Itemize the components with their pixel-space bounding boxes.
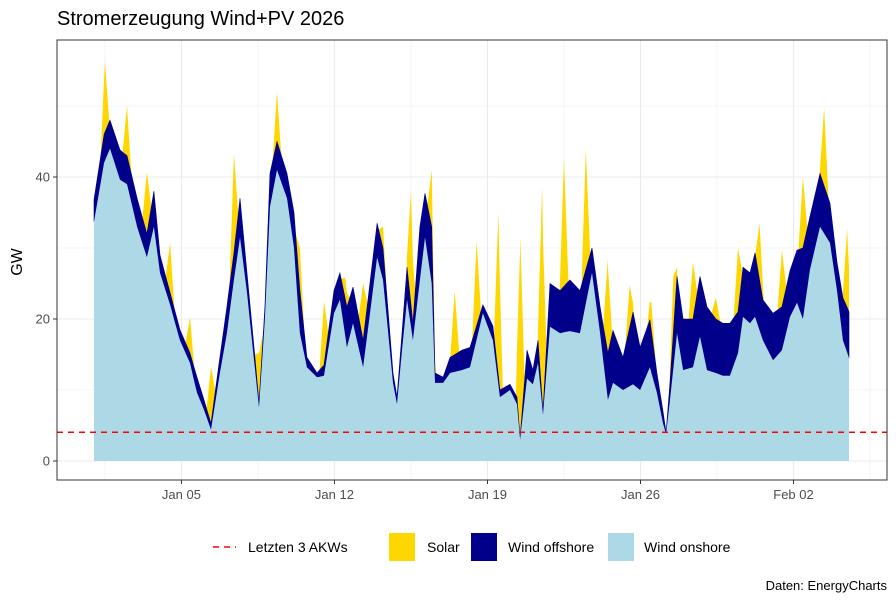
x-tick-label: Jan 19	[468, 487, 507, 502]
y-tick-label: 40	[36, 170, 50, 185]
y-axis-label: GW	[9, 247, 26, 275]
y-tick-label: 0	[43, 454, 50, 469]
legend: Letzten 3 AKWs Solar Wind offshore Wind …	[213, 533, 731, 561]
legend-label-onshore: Wind onshore	[644, 539, 731, 555]
legend-item-onshore: Wind onshore	[608, 533, 731, 561]
legend-item-akw: Letzten 3 AKWs	[213, 539, 348, 555]
y-tick-label: 20	[36, 312, 50, 327]
area-wind-onshore	[94, 148, 849, 461]
legend-item-offshore: Wind offshore	[471, 533, 594, 561]
x-tick-label: Jan 05	[162, 487, 201, 502]
legend-label-offshore: Wind offshore	[508, 539, 594, 555]
legend-key-onshore	[608, 533, 634, 561]
axis-ticks: 0 20 40 Jan 05 Jan 12 Jan 19 Jan 26 Feb 02	[36, 170, 814, 503]
x-tick-label: Jan 12	[315, 487, 354, 502]
legend-key-solar	[389, 533, 415, 561]
legend-label-akw: Letzten 3 AKWs	[248, 539, 348, 555]
data-source-caption: Daten: EnergyCharts	[766, 578, 888, 593]
x-tick-label: Jan 26	[621, 487, 660, 502]
legend-key-offshore	[471, 533, 497, 561]
stacked-areas	[93, 61, 850, 461]
chart-title: Stromerzeugung Wind+PV 2026	[57, 8, 344, 30]
x-tick-label: Feb 02	[773, 487, 813, 502]
legend-label-solar: Solar	[427, 539, 460, 555]
legend-item-solar: Solar	[389, 533, 460, 561]
plot-border	[56, 39, 888, 481]
